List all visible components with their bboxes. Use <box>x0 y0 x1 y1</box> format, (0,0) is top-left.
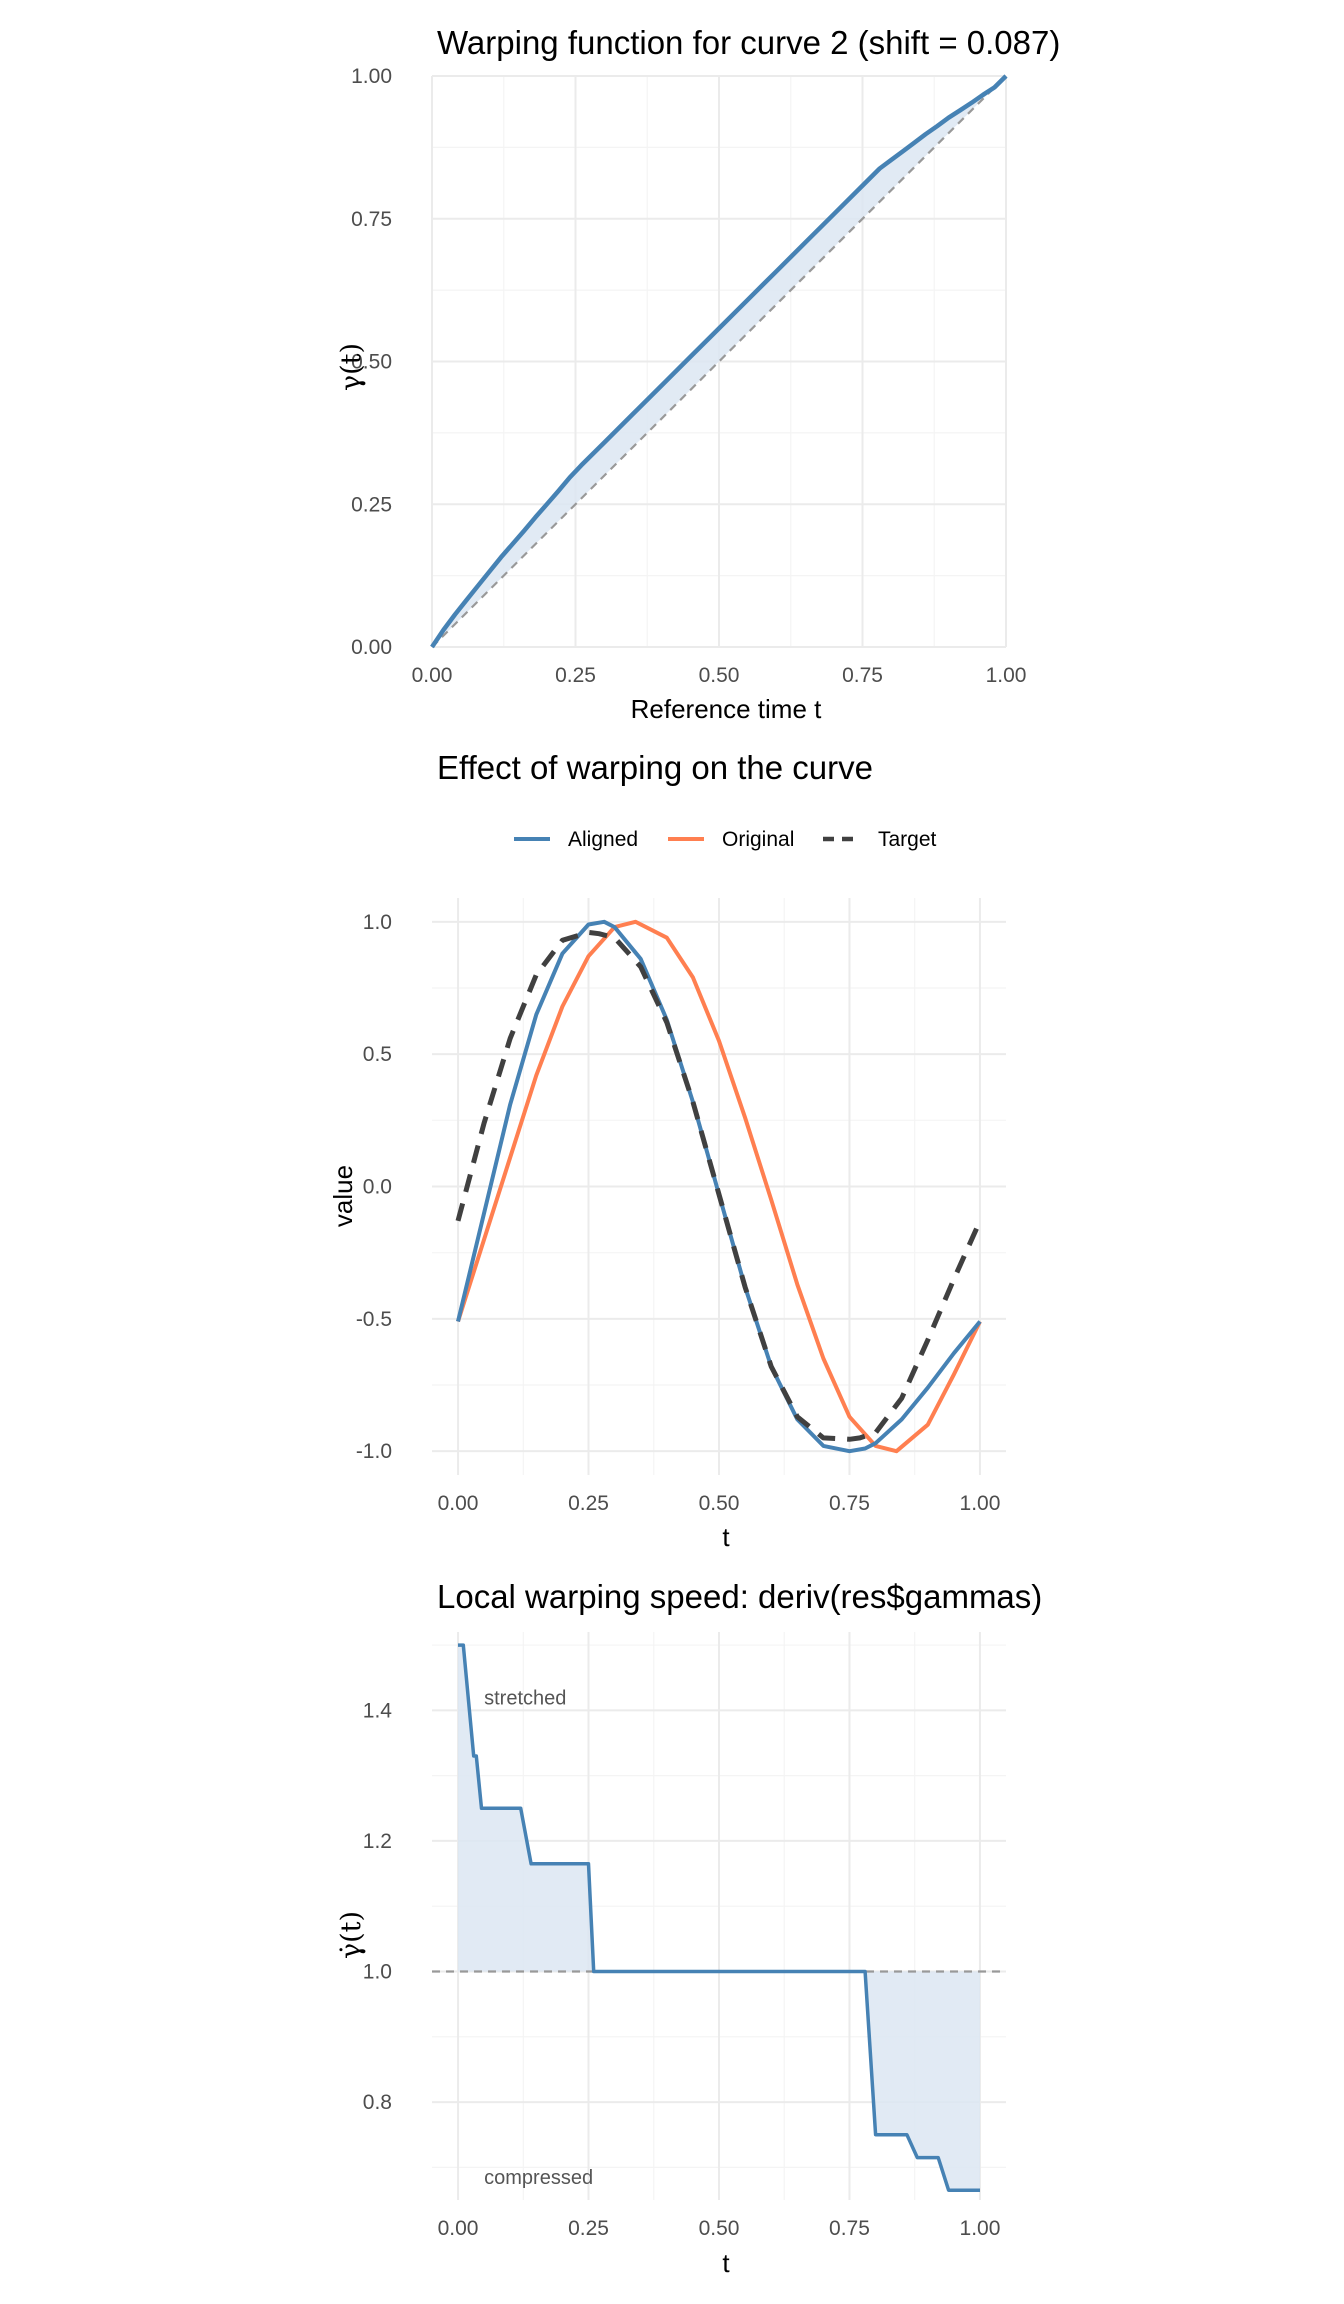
panel-2-y-tick-label: 0.5 <box>363 1043 392 1066</box>
warping-effect-panel: Effect of warping on the curve Aligned O… <box>328 749 1006 1552</box>
speed-deviation-ribbon <box>458 1645 980 2191</box>
panel-1-y-tick-label: 0.50 <box>351 351 392 374</box>
panel-1-y-tick-label: 0.25 <box>351 493 392 516</box>
panel-1-x-tick-label: 0.75 <box>842 664 883 687</box>
panel-3-y-tick-label: 1.2 <box>363 1830 392 1853</box>
panel-1-x-tick-label: 0.25 <box>555 664 596 687</box>
panel-2-x-tick-label: 0.50 <box>699 1492 740 1515</box>
panel-3-plot-area: stretched compressed 0.00 0.25 0.50 0.75 1.00 0… <box>363 1632 1006 2240</box>
panel-1-x-tick-label: 0.00 <box>412 664 453 687</box>
panel-1-y-tick-label: 0.00 <box>351 636 392 659</box>
panel-2-x-tick-label: 0.25 <box>568 1492 609 1515</box>
warping-speed-panel: Local warping speed: deriv(res$gammas) s… <box>336 1578 1042 2278</box>
panel-1-y-tick-label: 0.75 <box>351 208 392 231</box>
panel-3-x-label: t <box>722 2248 730 2278</box>
panel-1-x-tick-label: 1.00 <box>986 664 1027 687</box>
annotation-compressed: compressed <box>484 2167 593 2189</box>
panel-1-x-tick-label: 0.50 <box>699 664 740 687</box>
panel-1-plot-area: 0.00 0.25 0.50 0.75 1.00 0.00 0.25 0.50 0.75 1.00 <box>351 65 1026 687</box>
panel-2-y-label: value <box>328 1165 358 1227</box>
panel-2-x-tick-label: 0.75 <box>829 1492 870 1515</box>
panel-2-title: Effect of warping on the curve <box>437 749 873 786</box>
panel-2-y-tick-label: 0.0 <box>363 1176 392 1199</box>
panel-2-y-tick-label: 1.0 <box>363 911 392 934</box>
legend-label-original: Original <box>722 828 794 851</box>
warp-function-line <box>430 74 1008 649</box>
legend: Aligned Original Target <box>514 828 937 851</box>
panel-3-x-tick-label: 1.00 <box>960 2217 1001 2240</box>
panel-3-y-tick-label: 1.4 <box>363 1699 393 1722</box>
warping-function-panel: Warping function for curve 2 (shift = 0.… <box>336 24 1060 724</box>
panel-3-x-tick-label: 0.50 <box>699 2217 740 2240</box>
panel-3-x-tick-label: 0.00 <box>438 2217 479 2240</box>
series-line-original <box>456 919 982 1454</box>
identity-line <box>431 75 1007 648</box>
panel-3-x-tick-label: 0.75 <box>829 2217 870 2240</box>
legend-label-aligned: Aligned <box>568 828 638 851</box>
panel-3-x-tick-label: 0.25 <box>568 2217 609 2240</box>
series-line-target <box>455 929 983 1442</box>
panel-2-plot-area: 0.00 0.25 0.50 0.75 1.00 -1.0 -0.5 0.0 0.5 1.0 <box>356 898 1006 1515</box>
panel-1-x-label: Reference time t <box>631 694 823 724</box>
annotation-stretched: stretched <box>484 1687 566 1709</box>
panel-3-title: Local warping speed: deriv(res$gammas) <box>437 1578 1042 1615</box>
panel-3-y-label: γ̇(t) <box>336 1911 367 1959</box>
panel-2-y-tick-label: -1.0 <box>356 1440 392 1463</box>
panel-2-x-tick-label: 0.00 <box>438 1492 479 1515</box>
panel-2-x-tick-label: 1.00 <box>960 1492 1001 1515</box>
panel-3-y-tick-label: 0.8 <box>363 2091 392 2114</box>
panel-1-y-tick-label: 1.00 <box>351 65 392 88</box>
panel-1-title: Warping function for curve 2 (shift = 0.… <box>437 24 1060 61</box>
panel-1-y-label: γ(t) <box>336 343 367 391</box>
legend-label-target: Target <box>878 828 937 851</box>
panel-3-y-tick-label: 1.0 <box>363 1960 392 1983</box>
panel-2-x-label: t <box>722 1522 730 1552</box>
panel-2-y-tick-label: -0.5 <box>356 1308 392 1331</box>
speed-line <box>458 1643 980 2192</box>
